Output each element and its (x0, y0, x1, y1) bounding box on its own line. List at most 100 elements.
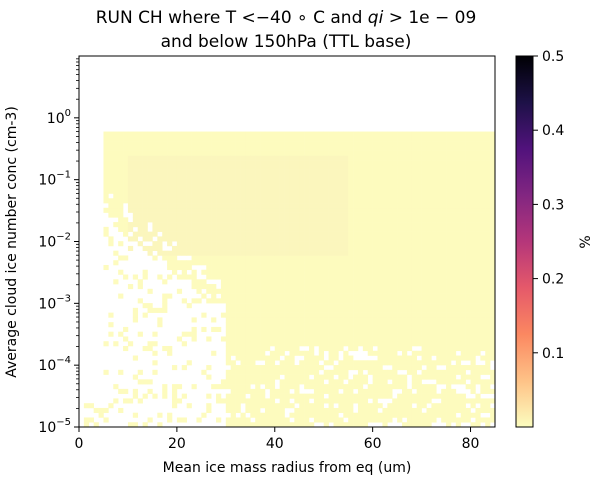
heatmap-cell (338, 336, 344, 342)
heatmap-cell (269, 317, 276, 323)
heatmap-cell (162, 160, 168, 166)
heatmap-cell (123, 174, 129, 180)
heatmap-cell (191, 255, 197, 261)
heatmap-cell (318, 179, 324, 185)
heatmap-cell (377, 260, 383, 266)
heatmap-cell (397, 183, 403, 190)
heatmap-cell (416, 384, 422, 390)
heatmap-cell (176, 136, 183, 142)
heatmap-cell (475, 250, 481, 256)
heatmap-cell (250, 222, 256, 228)
heatmap-cell (475, 331, 481, 337)
heatmap-cell (357, 174, 364, 180)
heatmap-cell (343, 226, 349, 232)
heatmap-cell (127, 398, 134, 404)
heatmap-cell (118, 174, 124, 180)
heatmap-cell (216, 203, 222, 209)
heatmap-cell (367, 164, 373, 170)
heatmap-cell (450, 288, 457, 294)
heatmap-cell (157, 179, 163, 185)
heatmap-cell (372, 250, 378, 256)
heatmap-cell (328, 360, 334, 366)
heatmap-cell (176, 245, 183, 251)
heatmap-cell (186, 131, 192, 137)
heatmap-cell (269, 193, 276, 199)
heatmap-cell (245, 303, 251, 309)
heatmap-cell (416, 365, 422, 371)
heatmap-cell (377, 226, 383, 232)
heatmap-cell (176, 226, 183, 232)
heatmap-cell (289, 307, 295, 313)
heatmap-cell (450, 279, 457, 285)
heatmap-cell (450, 407, 457, 414)
heatmap-cell (304, 241, 310, 247)
heatmap-cell (348, 264, 354, 271)
heatmap-cell (294, 341, 300, 347)
heatmap-cell (446, 145, 452, 151)
heatmap-cell (240, 188, 246, 194)
heatmap-cell (441, 150, 447, 156)
heatmap-cell (230, 131, 236, 137)
heatmap-cell (460, 407, 466, 414)
heatmap-cell (264, 317, 271, 323)
heatmap-cell (450, 145, 457, 151)
heatmap-cell (377, 193, 383, 199)
heatmap-cell (162, 169, 168, 175)
heatmap-cell (118, 198, 124, 204)
heatmap-cell (455, 336, 462, 342)
heatmap-cell (397, 188, 403, 194)
heatmap-cell (480, 284, 486, 290)
heatmap-cell (313, 212, 320, 218)
heatmap-cell (201, 293, 207, 299)
heatmap-cell (348, 136, 354, 142)
heatmap-cell (465, 284, 471, 290)
heatmap-cell (470, 269, 476, 275)
heatmap-cell (142, 231, 148, 237)
heatmap-cell (441, 174, 447, 180)
heatmap-cell (397, 307, 403, 313)
heatmap-cell (338, 331, 344, 337)
heatmap-cell (397, 231, 403, 237)
heatmap-cell (411, 155, 417, 161)
heatmap-cell (167, 193, 173, 199)
heatmap-cell (260, 369, 266, 375)
heatmap-cell (318, 198, 324, 204)
heatmap-cell (460, 403, 466, 409)
heatmap-cell (162, 155, 168, 161)
heatmap-cell (328, 241, 334, 247)
heatmap-cell (181, 236, 187, 242)
heatmap-cell (382, 188, 388, 194)
heatmap-cell (250, 198, 256, 204)
heatmap-cell (225, 260, 232, 266)
heatmap-cell (397, 264, 403, 271)
heatmap-cell (230, 322, 236, 328)
heatmap-cell (397, 365, 403, 371)
heatmap-cell (446, 398, 452, 404)
heatmap-cell (382, 350, 388, 356)
heatmap-cell (338, 407, 344, 414)
heatmap-cell (250, 179, 256, 185)
heatmap-cell (323, 188, 329, 194)
heatmap-cell (426, 260, 432, 266)
heatmap-cell (475, 341, 481, 347)
heatmap-cell (426, 322, 432, 328)
heatmap-cell (152, 188, 158, 194)
heatmap-cell (470, 222, 476, 228)
heatmap-cell (299, 264, 305, 271)
heatmap-cell (225, 407, 232, 414)
heatmap-cell (406, 179, 413, 185)
heatmap-cell (387, 198, 393, 204)
heatmap-cell (318, 264, 324, 271)
colorbar-tick-label: 0.5 (542, 49, 564, 65)
heatmap-cell (255, 255, 261, 261)
heatmap-cell (245, 365, 251, 371)
heatmap-cell (299, 374, 305, 380)
heatmap-cell (152, 245, 158, 251)
heatmap-cell (181, 145, 187, 151)
heatmap-cell (176, 264, 183, 271)
heatmap-cell (353, 326, 359, 332)
heatmap-cell (470, 350, 476, 356)
heatmap-cell (480, 255, 486, 261)
heatmap-cell (289, 360, 295, 366)
heatmap-cell (323, 336, 329, 342)
